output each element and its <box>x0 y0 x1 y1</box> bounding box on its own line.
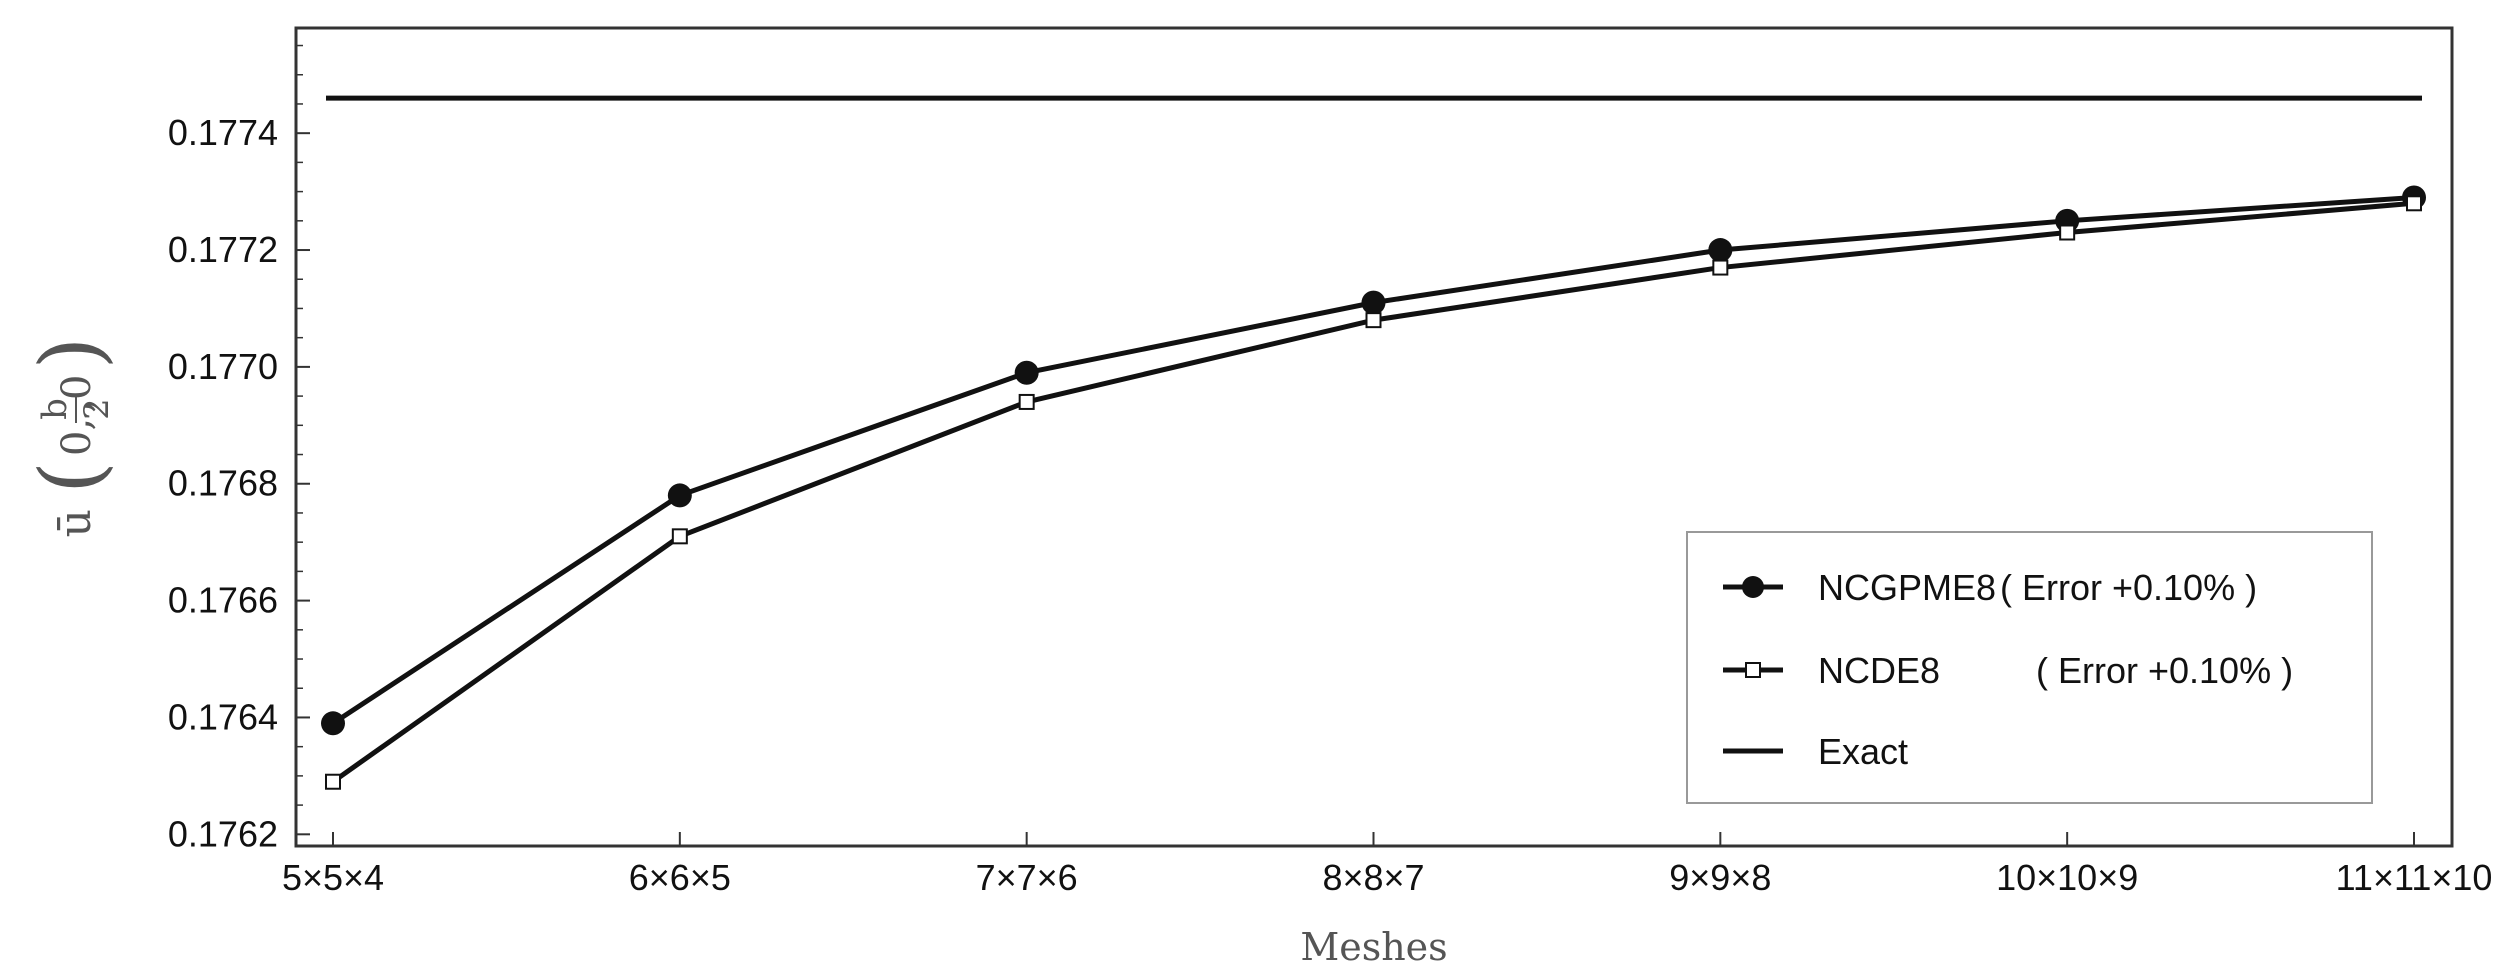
legend-marker-square <box>1745 662 1761 678</box>
data-point-ncgpme8 <box>1708 238 1733 263</box>
x-tick-label: 10×10×9 <box>1996 857 2138 898</box>
y-axis-title-arg1: 0, <box>54 418 100 456</box>
x-tick-label: 5×5×4 <box>282 857 384 898</box>
data-point-ncde8 <box>1712 259 1729 276</box>
y-tick-label: 0.1772 <box>168 229 278 270</box>
y-tick-label: 0.1770 <box>168 346 278 387</box>
x-tick-label: 6×6×5 <box>629 857 731 898</box>
y-axis-title-open-paren: ( <box>22 461 120 494</box>
data-point-ncde8 <box>325 773 341 790</box>
x-axis-title: Meshes <box>1300 925 1447 969</box>
data-point-ncgpme8 <box>667 483 692 508</box>
legend-label: NCDE8 <box>1818 650 1940 691</box>
y-axis-title-symbol: ū <box>50 509 101 537</box>
legend-note: ( Error +0.10% ) <box>2000 567 2257 608</box>
data-point-ncde8 <box>2059 224 2076 241</box>
y-tick-label: 0.1768 <box>168 463 278 504</box>
legend-label: NCGPME8 <box>1818 567 1996 608</box>
y-axis-title-close-paren: ) <box>22 337 120 370</box>
legend-note: ( Error +0.10% ) <box>2036 650 2293 691</box>
y-axis-title-fraction-denominator: 2 <box>77 398 117 420</box>
x-tick-label: 9×9×8 <box>1669 857 1771 898</box>
x-tick-label: 11×11×10 <box>2336 857 2493 898</box>
data-point-ncde8 <box>1018 393 1035 410</box>
data-point-ncgpme8 <box>1014 360 1039 385</box>
data-point-ncde8 <box>1365 312 1382 329</box>
svg-text:ū ( 0,: ū ( 0, ,0 ) <box>22 337 120 538</box>
y-tick-label: 0.1766 <box>168 580 278 621</box>
legend-label: Exact <box>1818 731 1908 772</box>
data-point-ncgpme8 <box>1361 290 1386 315</box>
x-tick-label: 8×8×7 <box>1322 857 1424 898</box>
legend-box <box>1686 531 2373 804</box>
y-axis-ticks: 0.1762 0.1764 0.1766 0.1768 0.1770 0.1772 0.17… <box>168 44 310 854</box>
series-layer <box>321 95 2426 790</box>
x-tick-label: 7×7×6 <box>976 857 1078 898</box>
legend-marker-circle <box>1742 576 1764 598</box>
y-tick-label: 0.1762 <box>168 813 278 854</box>
data-point-ncde8 <box>2406 195 2422 212</box>
y-axis-title: ū ( 0, ,0 ) b 2 <box>22 337 120 538</box>
x-axis-ticks: 5×5×4 6×6×5 7×7×6 8×8×7 9×9×8 10×10×9 11×11×10 <box>282 832 2492 898</box>
legend: NCGPME8( Error +0.10% )NCDE8( Error +0.1… <box>1686 531 2373 804</box>
y-tick-label: 0.1774 <box>168 112 278 153</box>
y-tick-label: 0.1764 <box>168 696 278 737</box>
data-point-ncde8 <box>671 528 688 545</box>
data-point-ncgpme8 <box>321 711 345 736</box>
y-axis-title-fraction-numerator: b <box>35 398 75 420</box>
